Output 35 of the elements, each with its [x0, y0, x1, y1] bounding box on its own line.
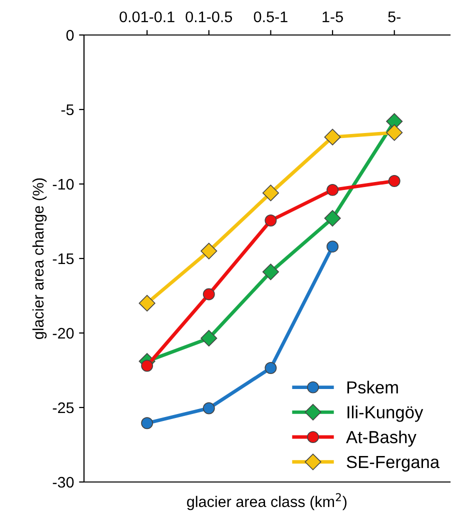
point [264, 214, 277, 226]
point [200, 242, 218, 260]
x-tick-label: 5- [388, 12, 400, 22]
point [386, 124, 403, 141]
x-tick-label: 0.01-0.1 [120, 11, 174, 22]
point [200, 330, 218, 346]
legend-label: SE-Fergana [346, 456, 440, 472]
y-tick-label: -10 [52, 178, 74, 190]
y-tick-label: -25 [52, 402, 74, 414]
legend-label: Ili-Kungöy [348, 406, 424, 422]
point [141, 360, 154, 372]
y-tick-label: -20 [52, 328, 74, 339]
point [202, 402, 215, 414]
y-tick-label: 0 [66, 30, 74, 41]
x-tick-label: 0.1-0.5 [186, 11, 232, 22]
point [262, 184, 279, 202]
y-tick-label: -5 [61, 104, 74, 116]
point [326, 240, 339, 253]
point [202, 288, 215, 300]
y-tick-label: -15 [52, 254, 74, 264]
point [262, 264, 279, 280]
y-axis-title: glacier area change (%) [32, 178, 47, 339]
point [141, 417, 154, 430]
x-axis-title: glacier area class (km$^{2}$) [187, 493, 346, 510]
x-tick-label: 1-5 [322, 12, 343, 22]
point [326, 184, 339, 196]
point [324, 210, 341, 227]
point [138, 294, 156, 312]
x-tick-label: 0.5-1 [254, 11, 288, 22]
legend-label: At-Bashy [346, 430, 416, 447]
y-tick-label: -30 [52, 476, 74, 488]
point [324, 128, 341, 146]
point [264, 362, 277, 374]
point [388, 175, 400, 187]
legend-label: Pskem [347, 380, 398, 394]
